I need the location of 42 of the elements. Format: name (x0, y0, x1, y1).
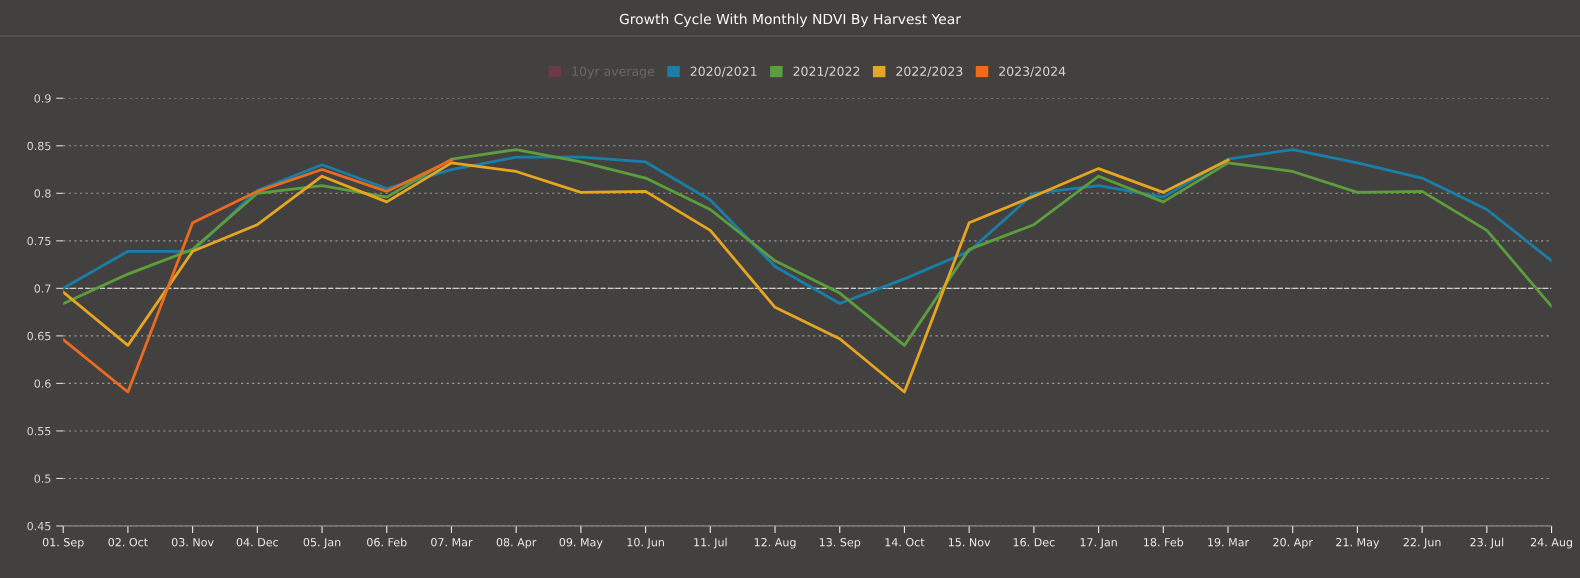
line-series (63, 158, 1230, 394)
legend-label: 2022/2023 (896, 66, 963, 78)
x-tick-label: 13. Sep (819, 537, 861, 549)
y-tick-label: 0.85 (27, 141, 51, 151)
y-tick-label: 0.65 (27, 331, 51, 341)
y-tick-label: 0.6 (34, 379, 51, 388)
x-tick-label: 23. Jul (1470, 537, 1504, 549)
y-tick-label: 0.75 (27, 236, 51, 246)
x-tick-label: 03. Nov (171, 537, 214, 547)
x-tick-label: 17. Jan (1080, 538, 1117, 549)
x-tick-label: 16. Dec (1013, 537, 1055, 547)
x-tick-label: 12. Aug (754, 537, 796, 549)
x-tick-label: 22. Jun (1403, 537, 1441, 549)
y-tick-label: 0.55 (27, 426, 51, 436)
legend-label: 2020/2021 (690, 66, 757, 78)
y-tick-label: 0.9 (34, 94, 51, 103)
legend-label: 2021/2022 (793, 66, 860, 78)
y-tick-label: 0.5 (34, 474, 51, 483)
x-tick-label: 06. Feb (367, 537, 407, 547)
x-tick-label: 19. Mar (1208, 537, 1250, 547)
y-tick-label: 0.7 (34, 284, 51, 293)
x-tick-label: 05. Jan (303, 537, 341, 549)
y-tick-label: 0.45 (27, 521, 51, 531)
line-series (63, 158, 453, 394)
chart-title: Growth Cycle With Monthly NDVI By Harvest Year (619, 13, 961, 27)
x-tick-label: 04. Dec (236, 537, 278, 547)
x-tick-label: 24. Aug (1530, 537, 1572, 549)
x-tick-label: 01. Sep (42, 537, 84, 549)
x-tick-label: 07. Mar (431, 537, 473, 547)
x-tick-label: 18. Feb (1144, 537, 1184, 547)
x-tick-label: 09. May (559, 537, 603, 549)
legend-label: 2023/2024 (999, 66, 1066, 78)
x-tick-label: 02. Oct (108, 537, 148, 547)
x-tick-label: 08. Apr (496, 537, 537, 549)
x-tick-label: 20. Apr (1273, 537, 1313, 549)
x-tick-label: 21. May (1336, 537, 1380, 549)
x-tick-label: 10. Jun (627, 537, 664, 549)
x-tick-label: 15. Nov (948, 538, 991, 547)
x-tick-label: 14. Oct (885, 537, 925, 547)
x-tick-label: 11. Jul (694, 537, 727, 549)
y-tick-label: 0.8 (34, 189, 51, 198)
line-series (63, 148, 1552, 347)
